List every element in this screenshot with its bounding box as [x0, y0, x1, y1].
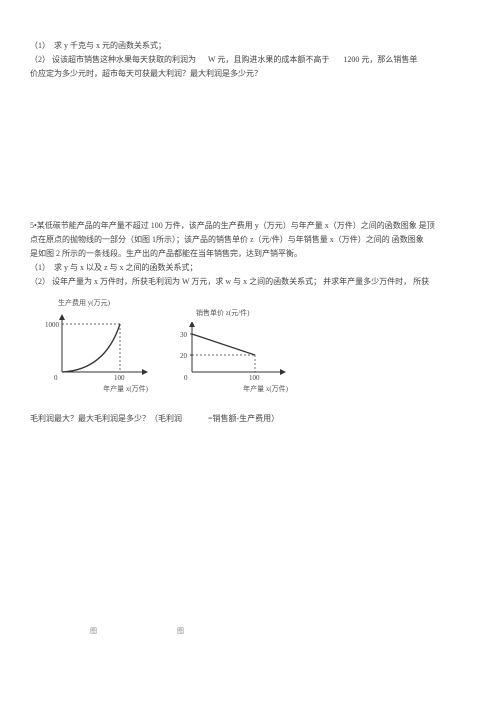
- formula-left: 毛利润最大？最大毛利润是多少？（毛利润: [30, 414, 182, 423]
- formula-line: 毛利润最大？最大毛利润是多少？（毛利润 =销售额-生产费用）: [30, 413, 470, 426]
- chart2-origin: 0: [184, 374, 188, 382]
- chart1-ylabel: 生产费用 y(万元): [58, 298, 110, 309]
- formula-right: =销售额-生产费用）: [208, 414, 279, 423]
- problem-block-1: （1） 求 y 千克与 x 元的函数关系式； （2） 设该超市销售这种水果每天获…: [30, 40, 470, 80]
- q2-line2: 点在原点的抛物线的一部分（如图 1所示）；该产品的销售单价 z（元/件）与年销售…: [30, 234, 470, 247]
- chart1-xmax: 100: [114, 374, 125, 382]
- charts-row: 生产费用 y(万元) 1000 0 100 年产量 x(万件) 销售单价 z(元…: [40, 298, 470, 394]
- q2-line5: （2） 设年产量为 x 万件时，所获毛利润为 W 万元，求 w 与 x 之间的函…: [30, 276, 470, 289]
- chart2-xmax: 100: [249, 374, 260, 382]
- chart2-svg: 30 20 0 100: [170, 322, 290, 382]
- footer-labels: 图 图: [90, 626, 290, 637]
- chart1-svg: 1000 0 100: [40, 312, 150, 382]
- q1-line3: 价应定为多少元时，超市每天可获最大利润？最大利润是多少元？: [30, 68, 470, 81]
- q2-line1: 5•某低碳节能产品的年产量不超过 100 万件，该产品的生产费用 y（万元）与年…: [30, 220, 470, 233]
- footer-a: 图: [90, 626, 97, 637]
- chart1-ymax: 1000: [45, 321, 60, 329]
- chart2-ylabel: 销售单价 z(元/件): [196, 308, 249, 319]
- q1-l2c: 1200 元，那么销售单: [343, 55, 417, 64]
- chart-1: 生产费用 y(万元) 1000 0 100 年产量 x(万件): [40, 298, 150, 394]
- chart-2: 销售单价 z(元/件) 30 20 0 100 年产量 x(万件): [170, 308, 290, 394]
- q1-line2: （2） 设该超市销售这种水果每天获取的利润为 W 元，且购进水果的成本额不高于 …: [30, 54, 470, 67]
- problem-block-2: 5•某低碳节能产品的年产量不超过 100 万件，该产品的生产费用 y（万元）与年…: [30, 220, 470, 288]
- q1-l2a: （2） 设该超市销售这种水果每天获取的利润为: [30, 55, 196, 64]
- chart2-ytop: 30: [180, 331, 188, 339]
- q1-l2b: W 元，且购进水果的成本额不高于: [208, 55, 329, 64]
- q2-line3: 是如图 2 所示的一条线段。生产出的产品都能在当年销售完，达到产销平衡。: [30, 248, 470, 261]
- q1-line1: （1） 求 y 千克与 x 元的函数关系式；: [30, 40, 470, 53]
- chart1-origin: 0: [54, 374, 58, 382]
- chart2-xlabel: 年产量 x(万件): [243, 384, 288, 395]
- chart1-xlabel: 年产量 x(万件): [103, 384, 148, 395]
- chart2-ybot: 20: [180, 352, 188, 360]
- footer-b: 图: [177, 626, 184, 637]
- q2-line4: （1） 求 y 与 x 以及 z 与 x 之间的函数关系式；: [30, 262, 470, 275]
